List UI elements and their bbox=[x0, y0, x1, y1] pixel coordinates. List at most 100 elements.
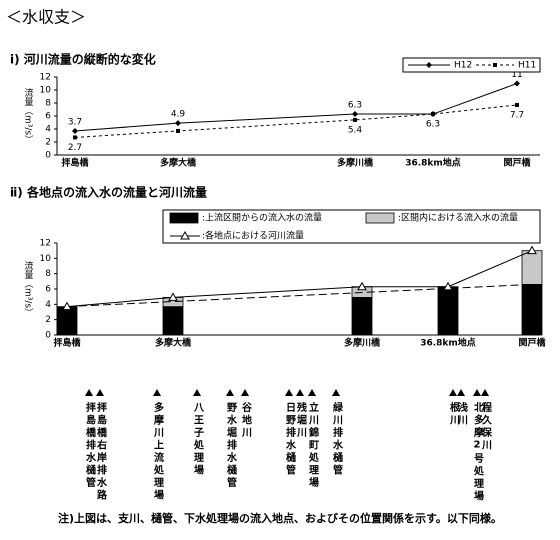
inflow-marker bbox=[296, 389, 304, 396]
bar-segment bbox=[56, 306, 78, 336]
bar-segment bbox=[351, 297, 373, 336]
marker bbox=[175, 120, 181, 127]
y-tick-label: 4 bbox=[45, 125, 51, 135]
y-tick-label: 0 bbox=[45, 331, 51, 341]
bar-segment bbox=[162, 306, 184, 336]
legend-box bbox=[402, 57, 541, 73]
marker bbox=[515, 102, 519, 107]
inflow-label: 拝島橋排水樋管 bbox=[84, 401, 97, 490]
inflow-label: 八王子処理場 bbox=[192, 402, 205, 477]
marker bbox=[352, 111, 358, 118]
inflow-label: 多摩川上流処理場 bbox=[152, 401, 165, 502]
legend-swatch bbox=[365, 212, 395, 224]
inflow-label: 谷地川 bbox=[240, 401, 253, 440]
inflow-marker bbox=[193, 389, 201, 396]
legend-swatch bbox=[169, 212, 199, 224]
y-tick-label: 2 bbox=[45, 138, 51, 148]
data-label: 5.4 bbox=[348, 125, 363, 135]
y-tick-label: 0 bbox=[45, 151, 51, 161]
chart-title: ⅱ) 各地点の流入水の流量と河川流量 bbox=[10, 185, 207, 200]
x-tick-label: 多摩大橋 bbox=[160, 157, 197, 169]
y-tick-label: 10 bbox=[40, 86, 52, 96]
inflow-marker bbox=[457, 389, 465, 396]
legend-label: :上流区間からの流入水の流量 bbox=[202, 212, 322, 224]
y-tick-label: 6 bbox=[45, 285, 51, 295]
marker bbox=[443, 281, 453, 291]
inflow-label: 野水堀排水樋管 bbox=[225, 402, 238, 490]
y-tick-label: 8 bbox=[45, 269, 51, 279]
inflow-marker bbox=[241, 389, 249, 396]
series-line bbox=[66, 250, 533, 308]
marker bbox=[353, 117, 357, 122]
note: 注)上図は、支川、樋管、下水処理場の流入地点、およびその位置関係を示す。以下同様… bbox=[58, 511, 502, 525]
header-title: ＜水収支＞ bbox=[6, 8, 86, 27]
marker bbox=[73, 135, 77, 140]
legend-label: H12 bbox=[454, 61, 472, 71]
inflow-label: 緑川排水樋管 bbox=[331, 401, 344, 477]
marker bbox=[168, 292, 178, 301]
inflow-marker bbox=[96, 389, 104, 396]
data-label: 3.7 bbox=[68, 117, 82, 127]
marker bbox=[426, 62, 432, 68]
marker bbox=[431, 112, 435, 117]
inflow-label: 日野排水樋管 bbox=[284, 402, 297, 477]
data-label: 4.9 bbox=[171, 110, 186, 120]
bar-segment bbox=[521, 283, 543, 336]
inflow-marker bbox=[308, 389, 316, 396]
legend-label: H11 bbox=[518, 61, 536, 71]
x-tick-label: 関戸橋 bbox=[518, 337, 546, 349]
y-axis-label: 流量（m³/s） bbox=[23, 260, 34, 317]
inflow-label: 拝島橋右岸排水路 bbox=[95, 401, 108, 502]
inflow-marker bbox=[332, 389, 340, 396]
bar-segment bbox=[521, 250, 543, 285]
data-label: 7.7 bbox=[510, 110, 524, 120]
series-line bbox=[74, 83, 518, 132]
inflow-label: 立川錦町処理場 bbox=[307, 401, 320, 490]
inflow-marker bbox=[285, 389, 293, 396]
inflow-label: 程久保川 bbox=[480, 401, 493, 452]
inflow-label: 北多摩2号処理場 bbox=[472, 401, 485, 503]
series-line bbox=[74, 104, 518, 138]
x-tick-label: 36.8km地点 bbox=[420, 337, 476, 349]
data-label: 6.3 bbox=[426, 120, 440, 130]
marker bbox=[72, 127, 78, 134]
inflow-label: 浅川 bbox=[456, 401, 469, 427]
marker bbox=[493, 63, 497, 67]
x-tick-label: 多摩大橋 bbox=[155, 337, 192, 349]
marker bbox=[357, 281, 367, 291]
marker bbox=[180, 230, 190, 240]
y-tick-label: 8 bbox=[45, 99, 51, 109]
inflow-marker bbox=[153, 389, 161, 396]
data-label: 6.3 bbox=[348, 101, 362, 111]
x-tick-label: 多摩川橋 bbox=[337, 157, 374, 169]
y-tick-label: 4 bbox=[45, 300, 51, 310]
y-tick-label: 2 bbox=[45, 315, 51, 325]
marker bbox=[514, 80, 520, 87]
legend-label: :各地点における河川流量 bbox=[202, 230, 304, 242]
x-tick-label: 拝島橋 bbox=[61, 157, 89, 169]
x-tick-label: 多摩川橋 bbox=[344, 337, 381, 349]
inflow-marker bbox=[473, 389, 481, 396]
inflow-marker bbox=[226, 389, 234, 396]
legend-label: :区間内における流入水の流量 bbox=[398, 212, 518, 224]
y-tick-label: 12 bbox=[40, 239, 51, 249]
bar-segment bbox=[437, 286, 459, 336]
y-tick-label: 12 bbox=[40, 73, 51, 83]
inflow-label: 残堀川 bbox=[295, 401, 308, 440]
x-tick-label: 関戸橋 bbox=[503, 157, 531, 169]
chart-title: ⅰ) 河川流量の縦断的な変化 bbox=[10, 52, 156, 67]
trend-line bbox=[66, 283, 533, 308]
marker bbox=[62, 301, 72, 311]
data-label: 2.7 bbox=[68, 143, 82, 153]
marker bbox=[527, 245, 537, 255]
y-tick-label: 10 bbox=[40, 254, 52, 264]
inflow-label: 根川 bbox=[448, 401, 461, 427]
marker bbox=[176, 128, 180, 133]
x-tick-label: 36.8km地点 bbox=[405, 157, 461, 169]
inflow-marker bbox=[481, 389, 489, 396]
data-label: 11 bbox=[511, 70, 522, 80]
y-axis-label: 流量（m³/s） bbox=[23, 87, 34, 144]
y-tick-label: 6 bbox=[45, 112, 51, 122]
x-tick-label: 拝島橋 bbox=[53, 337, 81, 349]
